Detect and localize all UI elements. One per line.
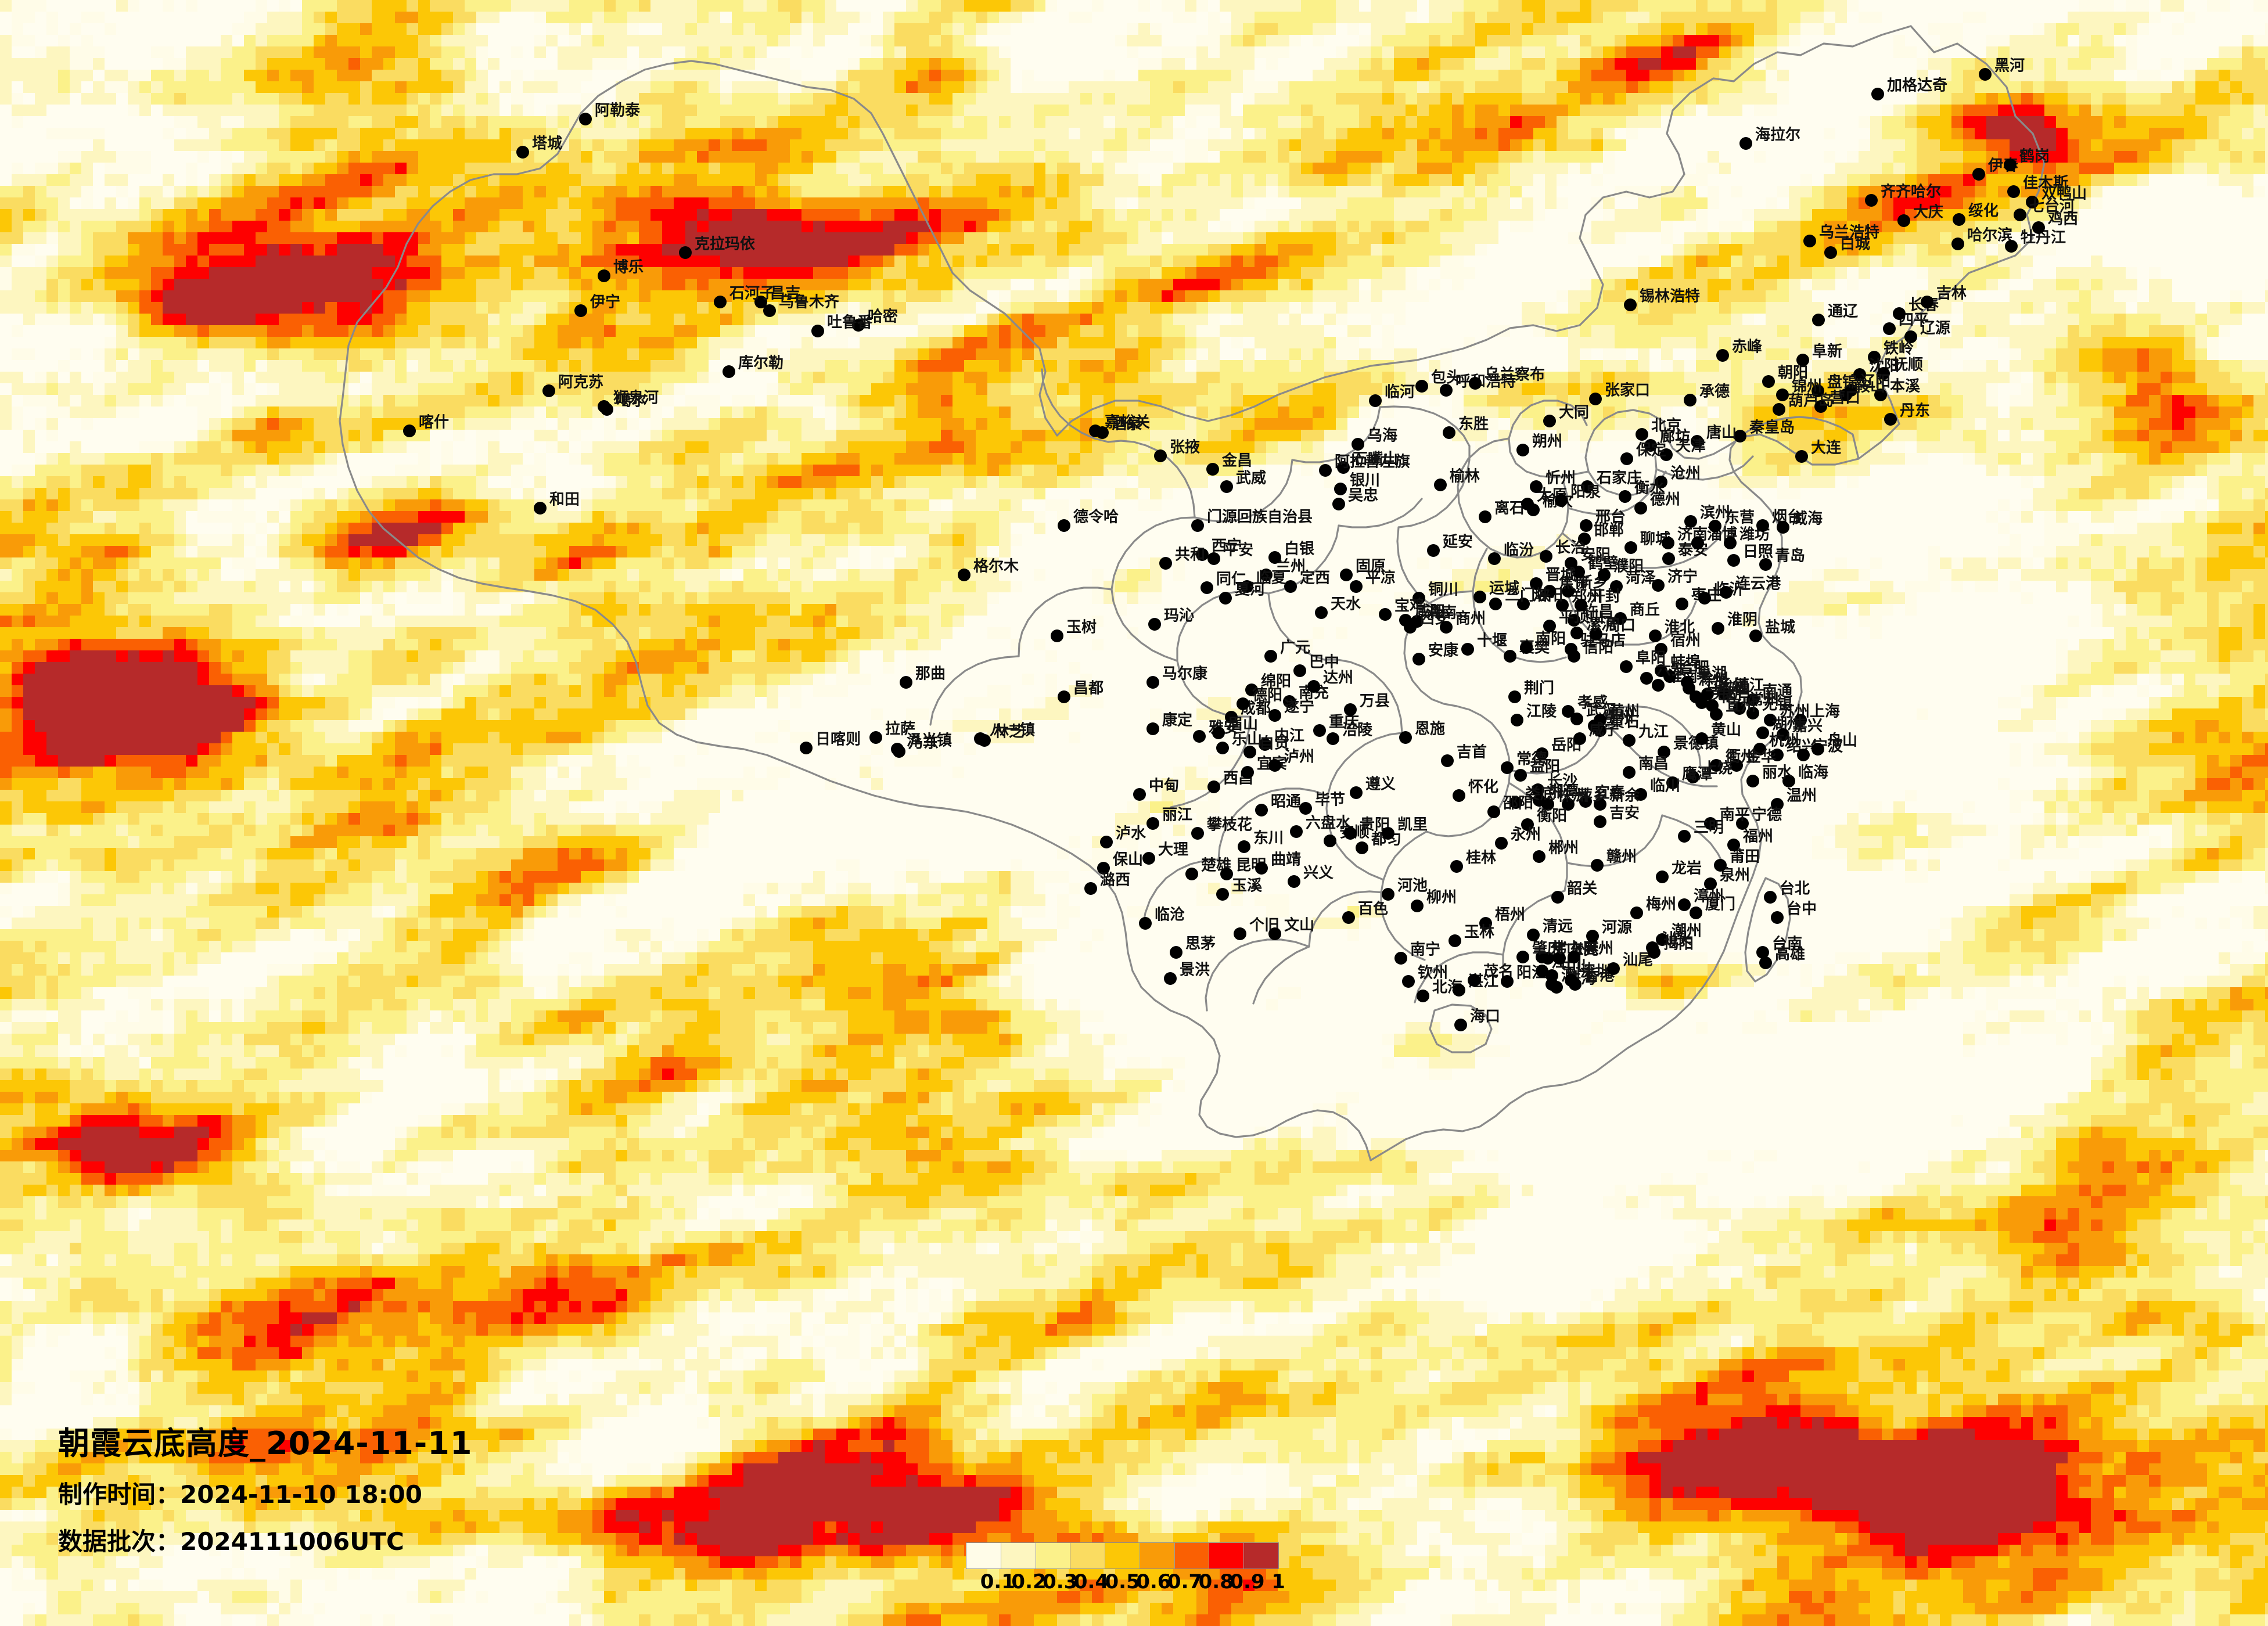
colorbar-tick-0.3: 0.3 <box>1043 1570 1077 1593</box>
colorbar-tick-0.6: 0.6 <box>1136 1570 1171 1593</box>
data-batch-label: 数据批次： <box>58 1527 180 1556</box>
colorbar-swatch-7 <box>1174 1543 1210 1569</box>
colorbar-swatch-5 <box>1105 1543 1140 1569</box>
page-title: 朝霞云底高度_2024-11-11 <box>58 1418 472 1463</box>
colorbar-tick-labels: 0.1 0.2 0.3 0.4 0.5 0.6 0.7 0.8 0.9 1 <box>966 1569 1285 1596</box>
colorbar-tick-0.2: 0.2 <box>1011 1570 1046 1593</box>
colorbar-swatch-8 <box>1209 1543 1245 1569</box>
colorbar-tick-0.8: 0.8 <box>1199 1570 1234 1593</box>
colorbar-swatches <box>966 1542 1279 1569</box>
colorbar-tick-0.7: 0.7 <box>1167 1570 1202 1593</box>
production-time-label: 制作时间： <box>58 1480 180 1509</box>
colorbar-swatch-9 <box>1244 1543 1279 1569</box>
colorbar-tick-0.4: 0.4 <box>1074 1570 1109 1593</box>
colorbar-tick-0.1: 0.1 <box>980 1570 1015 1593</box>
colorbar-swatch-2 <box>1001 1543 1036 1569</box>
map-footer: 朝霞云底高度_2024-11-11 制作时间：2024-11-10 18:00 … <box>58 1418 472 1557</box>
colorbar-tick-0.5: 0.5 <box>1105 1570 1140 1593</box>
data-batch-value: 2024111006UTC <box>180 1527 404 1556</box>
production-time-value: 2024-11-10 18:00 <box>180 1480 422 1509</box>
colorbar-swatch-6 <box>1140 1543 1175 1569</box>
colorbar-swatch-1 <box>966 1543 1001 1569</box>
colorbar-tick-0.9: 0.9 <box>1230 1570 1264 1593</box>
data-batch-row: 数据批次：2024111006UTC <box>58 1522 472 1557</box>
colorbar-swatch-4 <box>1070 1543 1106 1569</box>
colorbar-tick-1: 1 <box>1271 1570 1285 1593</box>
production-time-row: 制作时间：2024-11-10 18:00 <box>58 1475 472 1510</box>
colorbar-swatch-3 <box>1036 1543 1071 1569</box>
colorbar-legend: 0.1 0.2 0.3 0.4 0.5 0.6 0.7 0.8 0.9 1 <box>966 1542 1285 1596</box>
